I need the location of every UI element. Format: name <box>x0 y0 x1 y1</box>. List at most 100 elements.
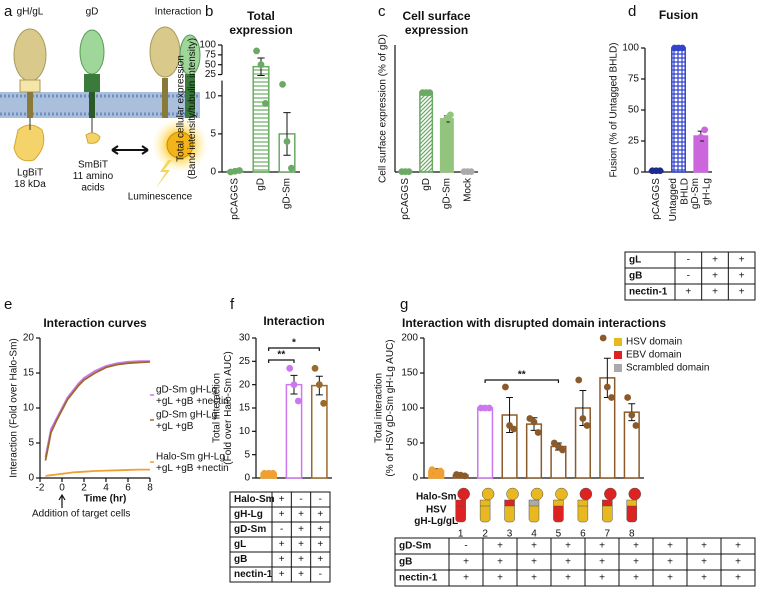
glyph-head <box>506 487 519 501</box>
label: Luminescence <box>128 192 193 203</box>
y-tick-label: 25 <box>205 69 217 80</box>
table-cell: + <box>667 557 673 568</box>
data-point <box>436 467 444 475</box>
y-tick-label: 20 <box>23 333 35 344</box>
x-axis-label: Time (hr) <box>84 494 127 505</box>
bar <box>419 91 434 173</box>
x-tick-label: 8 <box>629 529 635 540</box>
legend-label: Scrambled domain <box>626 363 709 374</box>
y-tick-label: 5 <box>28 438 34 449</box>
significance-bracket <box>484 379 560 383</box>
table-cell: - <box>464 541 467 552</box>
legend-label: gD-Sm gH-Lg +gL +gB <box>156 409 217 432</box>
glyph-band <box>626 499 638 507</box>
panel-letter: f <box>230 296 235 313</box>
data-point <box>608 394 615 401</box>
table-cell: + <box>279 554 285 565</box>
table-row-label: nectin-1 <box>629 287 668 298</box>
annotation-arrow <box>58 493 66 508</box>
x-tick-label: pCAGGS <box>651 178 662 220</box>
label: gH/gL <box>17 7 44 18</box>
glyph-body <box>553 503 564 523</box>
data-point <box>502 383 509 391</box>
bar <box>439 118 454 173</box>
chart-title: Interaction curves <box>43 316 147 330</box>
table-cell: + <box>565 541 571 552</box>
y-tick-label: 10 <box>239 426 251 437</box>
x-tick-label: 2 <box>482 529 488 540</box>
glyph-body <box>528 503 540 523</box>
data-point <box>632 422 640 429</box>
legend-label: EBV domain <box>626 350 682 361</box>
y-tick-label: 50 <box>628 105 640 116</box>
table-cell: - <box>687 271 690 282</box>
bar <box>623 411 640 479</box>
table-cell: + <box>531 573 537 584</box>
data-point <box>485 404 493 412</box>
table-cell: + <box>735 541 741 552</box>
table-cell: + <box>279 539 285 550</box>
gh-gl-protein <box>13 28 47 82</box>
table-cell: + <box>531 541 537 552</box>
x-tick-label: UntaggedBHLD <box>667 178 690 221</box>
x-tick-label: 3 <box>507 529 513 540</box>
x-tick-label: 6 <box>580 529 586 540</box>
data-point <box>269 469 277 477</box>
table-cell: + <box>298 509 304 520</box>
table-cell: + <box>739 287 745 298</box>
table-cell: + <box>497 573 503 584</box>
data-point <box>697 133 705 141</box>
glyph-head <box>481 487 495 501</box>
y-tick-label: 20 <box>239 379 251 390</box>
x-tick-label: pCAGGS <box>230 178 241 220</box>
significance-bracket <box>268 359 295 363</box>
x-tick-label: 7 <box>605 529 611 540</box>
chart-title: Interaction <box>263 314 324 328</box>
data-point <box>290 381 298 389</box>
table-cell: + <box>739 271 745 282</box>
table-cell: - <box>280 524 283 535</box>
data-point <box>288 164 295 172</box>
y-tick-label: 15 <box>23 368 35 379</box>
data-point <box>426 89 434 97</box>
significance-label: ** <box>277 350 285 361</box>
legend-swatch <box>614 351 622 359</box>
glyph-band <box>455 499 466 507</box>
table-cell: + <box>735 557 741 568</box>
data-point <box>656 167 664 175</box>
smbit <box>85 132 101 144</box>
panel-letter: d <box>628 3 636 20</box>
x-tick-label: 4 <box>531 529 537 540</box>
series-line <box>44 360 150 458</box>
data-point <box>320 399 328 407</box>
table-cell: + <box>317 539 323 550</box>
nanoluc <box>166 131 194 159</box>
data-point <box>405 168 413 176</box>
table-cell: + <box>531 557 537 568</box>
table-cell: + <box>712 271 718 282</box>
label: gD <box>86 7 99 18</box>
table-cell: + <box>633 541 639 552</box>
table-row-label: gB <box>629 271 642 282</box>
table-row-label: gH-Lg <box>234 509 263 520</box>
glyph-head <box>604 487 617 501</box>
data-point <box>279 80 286 88</box>
y-tick-label: 0 <box>210 167 216 178</box>
gd-tm <box>89 92 95 118</box>
table-row-label: nectin-1 <box>234 569 273 580</box>
data-point <box>447 111 454 119</box>
x-tick-label: 4 <box>103 483 109 494</box>
error-bar <box>283 112 291 156</box>
significance-label: * <box>292 338 296 349</box>
glyph-body <box>479 503 491 523</box>
x-tick-label: 2 <box>81 483 87 494</box>
y-axis-label: Total cellular expression(Band intensity… <box>175 38 198 179</box>
gd-protein <box>79 29 105 75</box>
y-tick-label: 100 <box>622 43 639 54</box>
table-row-label: Halo-Sm <box>234 494 275 505</box>
chart-title: Interaction with disrupted domain intera… <box>402 316 666 330</box>
table-cell: + <box>685 287 691 298</box>
x-tick-label: pCAGGS <box>400 178 411 220</box>
data-point <box>439 119 447 127</box>
